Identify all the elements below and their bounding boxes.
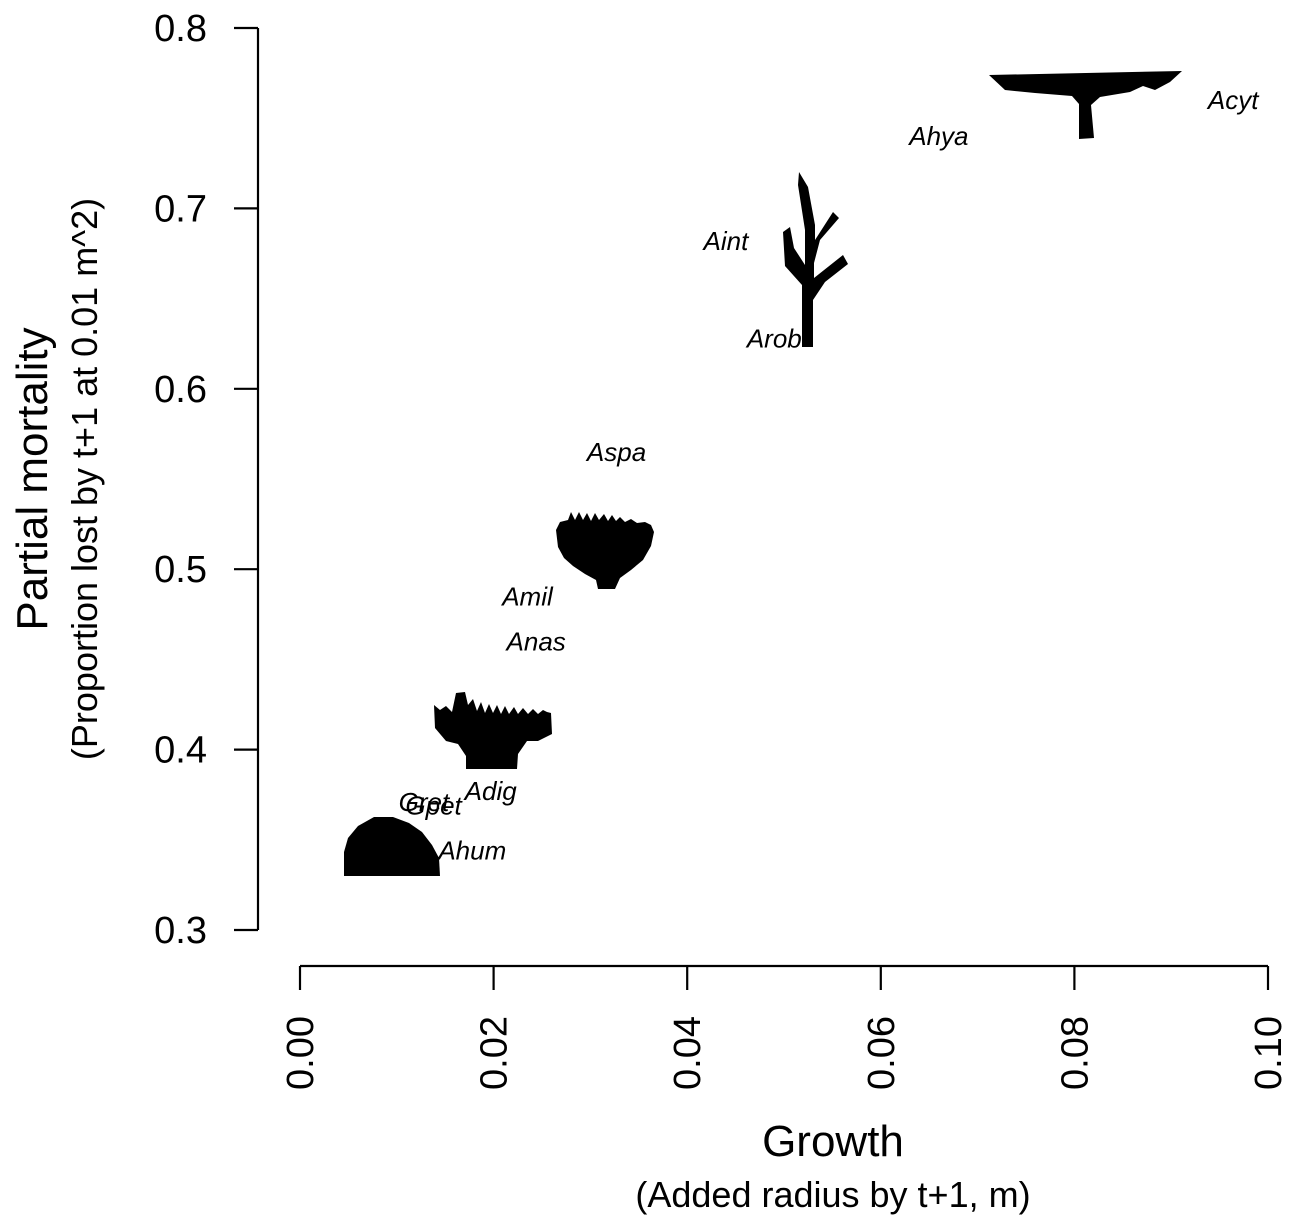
species-label-acyt: Acyt [1206,85,1260,115]
x-tick-label: 0.08 [1054,1016,1096,1090]
species-label-arob: Arob [745,323,802,353]
species-label-amil: Amil [500,581,554,611]
x-axis-subtitle: (Added radius by t+1, m) [635,1174,1030,1215]
x-tick-label: 0.06 [861,1016,903,1090]
species-label-adig: Adig [463,776,518,806]
tabular-coral-silhouette [989,71,1182,139]
x-tick-label: 0.00 [280,1016,322,1090]
species-label-aint: Aint [702,226,751,256]
y-tick-label: 0.3 [154,910,207,952]
y-tick-label: 0.7 [154,188,207,230]
species-label-gpet: Gpet [405,791,463,821]
species-label-gret: Gret [399,787,451,817]
x-ticks: 0.00 0.02 0.04 0.06 0.08 0.10 [280,966,1290,1090]
species-label-ahum: Ahum [436,836,506,866]
x-tick-label: 0.04 [667,1016,709,1090]
y-axis: 0.3 0.4 0.5 0.6 0.7 0.8 [154,8,260,952]
y-tick-label: 0.6 [154,369,207,411]
digitate-coral-silhouette [434,692,552,769]
species-label-aspa: Aspa [585,437,646,467]
y-tick-label: 0.5 [154,549,207,591]
y-tick-label: 0.4 [154,730,207,772]
x-axis: 0.00 0.02 0.04 0.06 0.08 0.10 [280,964,1290,1090]
y-tick-label: 0.8 [154,8,207,50]
x-tick-label: 0.02 [474,1016,516,1090]
x-tick-label: 0.10 [1248,1016,1290,1090]
branching-coral-silhouette [783,172,848,347]
species-label-anas: Anas [505,626,566,656]
y-axis-title: Partial mortality [8,327,57,630]
corymbose-coral-silhouette [556,512,654,589]
y-ticks: 0.3 0.4 0.5 0.6 0.7 0.8 [154,8,258,952]
species-label-ahya: Ahya [907,121,968,151]
massive-coral-silhouette [344,817,440,876]
y-axis-subtitle: (Proportion lost by t+1 at 0.01 m^2) [64,198,105,760]
species-labels: Acyt Ahya Aint Arob Aspa Amil Anas Adig GretGpet… [399,85,1261,865]
silhouettes [344,71,1182,876]
x-axis-title: Growth [762,1117,904,1166]
